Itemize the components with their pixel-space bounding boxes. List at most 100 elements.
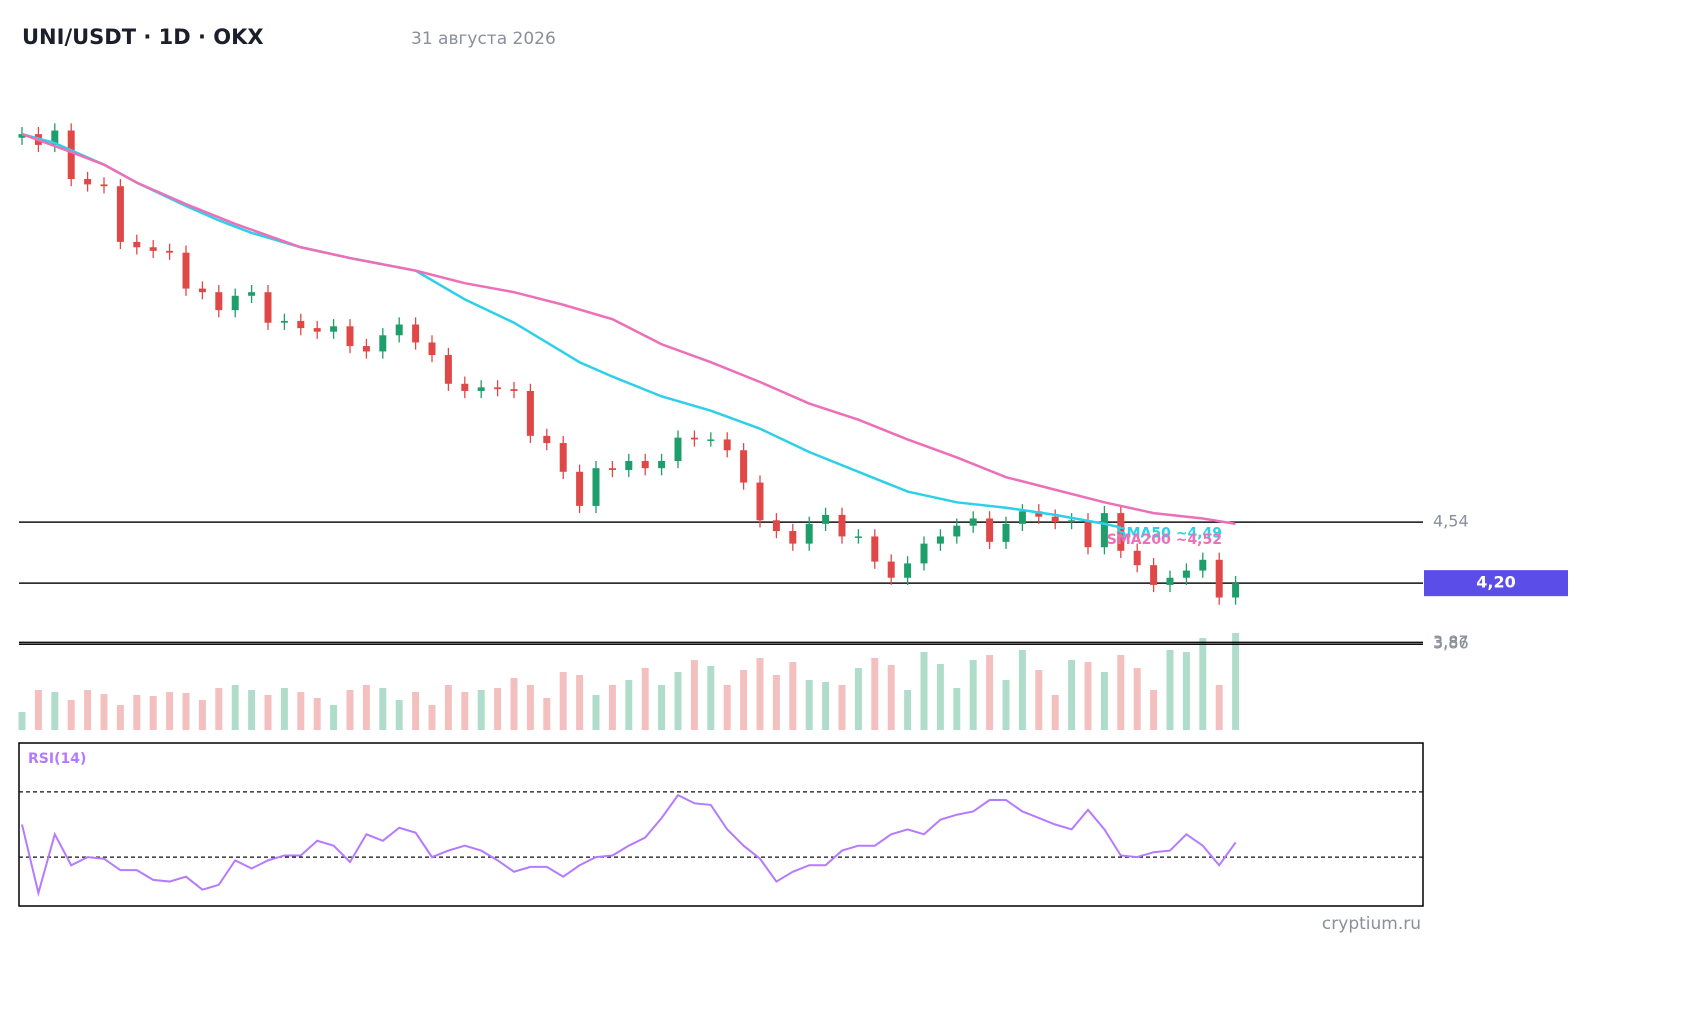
candle-body [789, 531, 797, 544]
volume-bar [789, 662, 797, 730]
volume-bar [494, 688, 502, 730]
candle-body [428, 342, 436, 356]
volume-bar [543, 698, 551, 730]
candle-body [871, 536, 879, 562]
volume-bar [559, 672, 567, 730]
volume-bar [674, 672, 682, 730]
candle-body [658, 461, 666, 469]
volume-bar [625, 680, 633, 730]
candle-body [1166, 577, 1174, 585]
candle-body [1051, 516, 1059, 523]
volume-bar [34, 690, 42, 730]
volume-bar [772, 675, 780, 730]
volume-bar [18, 712, 26, 730]
volume-bar [904, 690, 912, 730]
candle-body [330, 326, 338, 332]
candle-body [526, 390, 534, 436]
volume-bar [412, 692, 420, 730]
volume-bar [723, 685, 731, 730]
volume-bar [116, 705, 124, 730]
volume-bar [986, 655, 994, 730]
volume-bar [346, 690, 354, 730]
sma-line [21, 132, 1236, 526]
candle-body [264, 292, 272, 323]
candle-body [740, 450, 748, 483]
candle-body [198, 288, 206, 293]
volume-bar [1018, 650, 1026, 730]
candle-body [1199, 559, 1207, 571]
volume-bar [920, 652, 928, 730]
volume-bar [740, 670, 748, 730]
volume-bar [1100, 672, 1108, 730]
volume-bar [133, 695, 141, 730]
volume-bar [756, 658, 764, 730]
candle-body [116, 186, 124, 242]
candle-body [346, 326, 354, 347]
candle-body [100, 184, 108, 187]
candle-body [1232, 583, 1240, 598]
candle-body [248, 292, 256, 296]
volume-bar [1150, 690, 1158, 730]
title: UNI/USDT · 1D · OKX [22, 25, 264, 49]
candle-body [822, 514, 830, 524]
volume-bar [1051, 695, 1059, 730]
candle-body [723, 439, 731, 451]
candle-body [1133, 550, 1141, 566]
volume-bar [658, 685, 666, 730]
volume-bar [608, 685, 616, 730]
candle-body [690, 437, 698, 440]
level-label: 3,86 [1433, 634, 1469, 653]
candle-body [838, 514, 846, 537]
volume-bar [1035, 670, 1043, 730]
volume-bar [395, 700, 403, 730]
date: 31 августа 2026 [411, 29, 556, 49]
candle-body [133, 241, 141, 248]
volume-bar [1215, 685, 1223, 730]
volume-bar [379, 688, 387, 730]
volume-bar [198, 700, 206, 730]
volume-bar [182, 693, 190, 730]
candle-body [1215, 559, 1223, 598]
volume-bar [280, 688, 288, 730]
candle-body [395, 324, 403, 336]
level-label: 3,87 [1433, 632, 1469, 651]
volume-bar [576, 675, 584, 730]
level-label: 4,54 [1433, 512, 1469, 531]
volume-bar [1199, 638, 1207, 730]
candle-body [969, 518, 977, 526]
candle-body [215, 292, 223, 311]
candle-body [576, 471, 584, 506]
candle-body [1084, 520, 1092, 548]
volume-bar [149, 696, 157, 730]
volume-bar [428, 705, 436, 730]
volume-bar [1084, 662, 1092, 730]
candle-body [756, 482, 764, 521]
candle-body [592, 468, 600, 506]
candle-body [559, 443, 567, 472]
candle-body [674, 437, 682, 462]
candle-body [805, 523, 813, 544]
candle-body [543, 435, 551, 444]
volume-bar [231, 685, 239, 730]
candle-body [1018, 511, 1026, 524]
candle-body [772, 520, 780, 532]
volume-bar [1068, 660, 1076, 730]
volume-bar [1133, 668, 1141, 730]
volume-bar [330, 705, 338, 730]
volume-bar [67, 700, 75, 730]
volume-bar [1166, 650, 1174, 730]
candle-body [953, 525, 961, 537]
last-price-label: 4,20 [1476, 573, 1515, 592]
volume-bar [936, 664, 944, 730]
sma-label: SMA50 ~4,49 [1117, 525, 1222, 541]
volume-bar [1182, 652, 1190, 730]
candle-body [887, 561, 895, 578]
volume-bar [1117, 655, 1125, 730]
candle-body [625, 461, 633, 470]
rsi-line [21, 793, 1237, 897]
volume-bar [822, 682, 830, 730]
sma-line [21, 132, 1122, 529]
volume-bar [871, 658, 879, 730]
